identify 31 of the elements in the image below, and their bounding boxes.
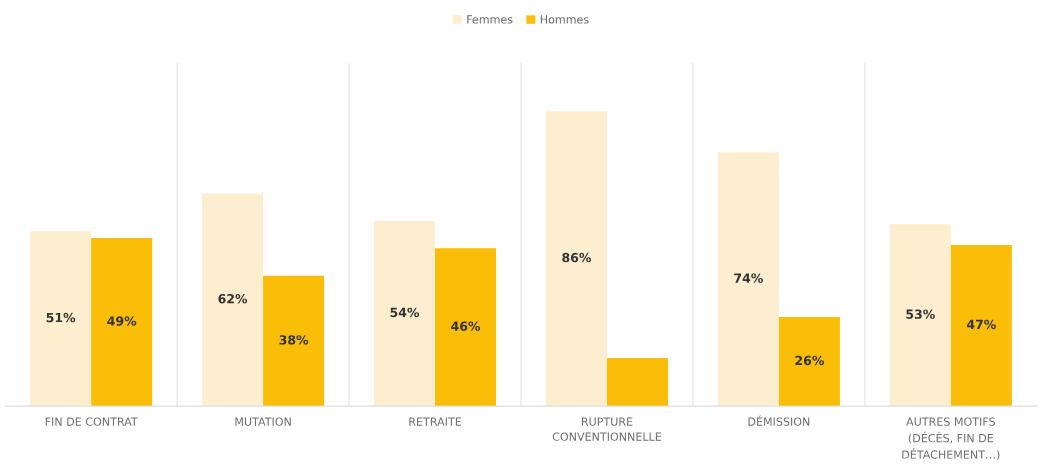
data-label: 46% xyxy=(451,321,481,331)
data-label: 54% xyxy=(390,307,420,318)
data-label: 51% xyxy=(46,312,76,323)
data-label: 26% xyxy=(795,355,824,366)
x-tick-label: AUTRES MOTIFS (DÉCÈS, FIN DE DÉTACHEMENT…) xyxy=(902,417,1000,461)
bar xyxy=(374,220,436,407)
data-label: 47% xyxy=(966,319,996,330)
bar xyxy=(202,193,264,407)
data-label: 53% xyxy=(906,309,935,319)
legend-label: Hommes xyxy=(540,15,589,24)
x-tick-label: RETRAITE xyxy=(409,417,462,426)
x-tick-label: RUPTURE CONVENTIONNELLE xyxy=(552,417,662,441)
data-label: 86% xyxy=(562,252,592,263)
bar xyxy=(545,111,607,407)
bar xyxy=(606,358,668,407)
bar xyxy=(950,244,1012,407)
x-tick-label: DÉMISSION xyxy=(748,415,810,426)
legend-label: Femmes xyxy=(467,15,513,24)
data-label: 62% xyxy=(218,293,248,304)
bar xyxy=(435,248,497,407)
data-label: 38% xyxy=(279,335,309,345)
bar xyxy=(717,152,779,407)
x-tick-label: MUTATION xyxy=(235,417,291,426)
data-label: 49% xyxy=(107,316,137,326)
bar xyxy=(30,231,92,407)
bar xyxy=(91,238,153,407)
data-label: 74% xyxy=(734,273,763,283)
bar xyxy=(778,316,840,407)
bar xyxy=(263,275,325,407)
x-tick-label: FIN DE CONTRAT xyxy=(45,417,138,426)
bar xyxy=(889,224,951,407)
